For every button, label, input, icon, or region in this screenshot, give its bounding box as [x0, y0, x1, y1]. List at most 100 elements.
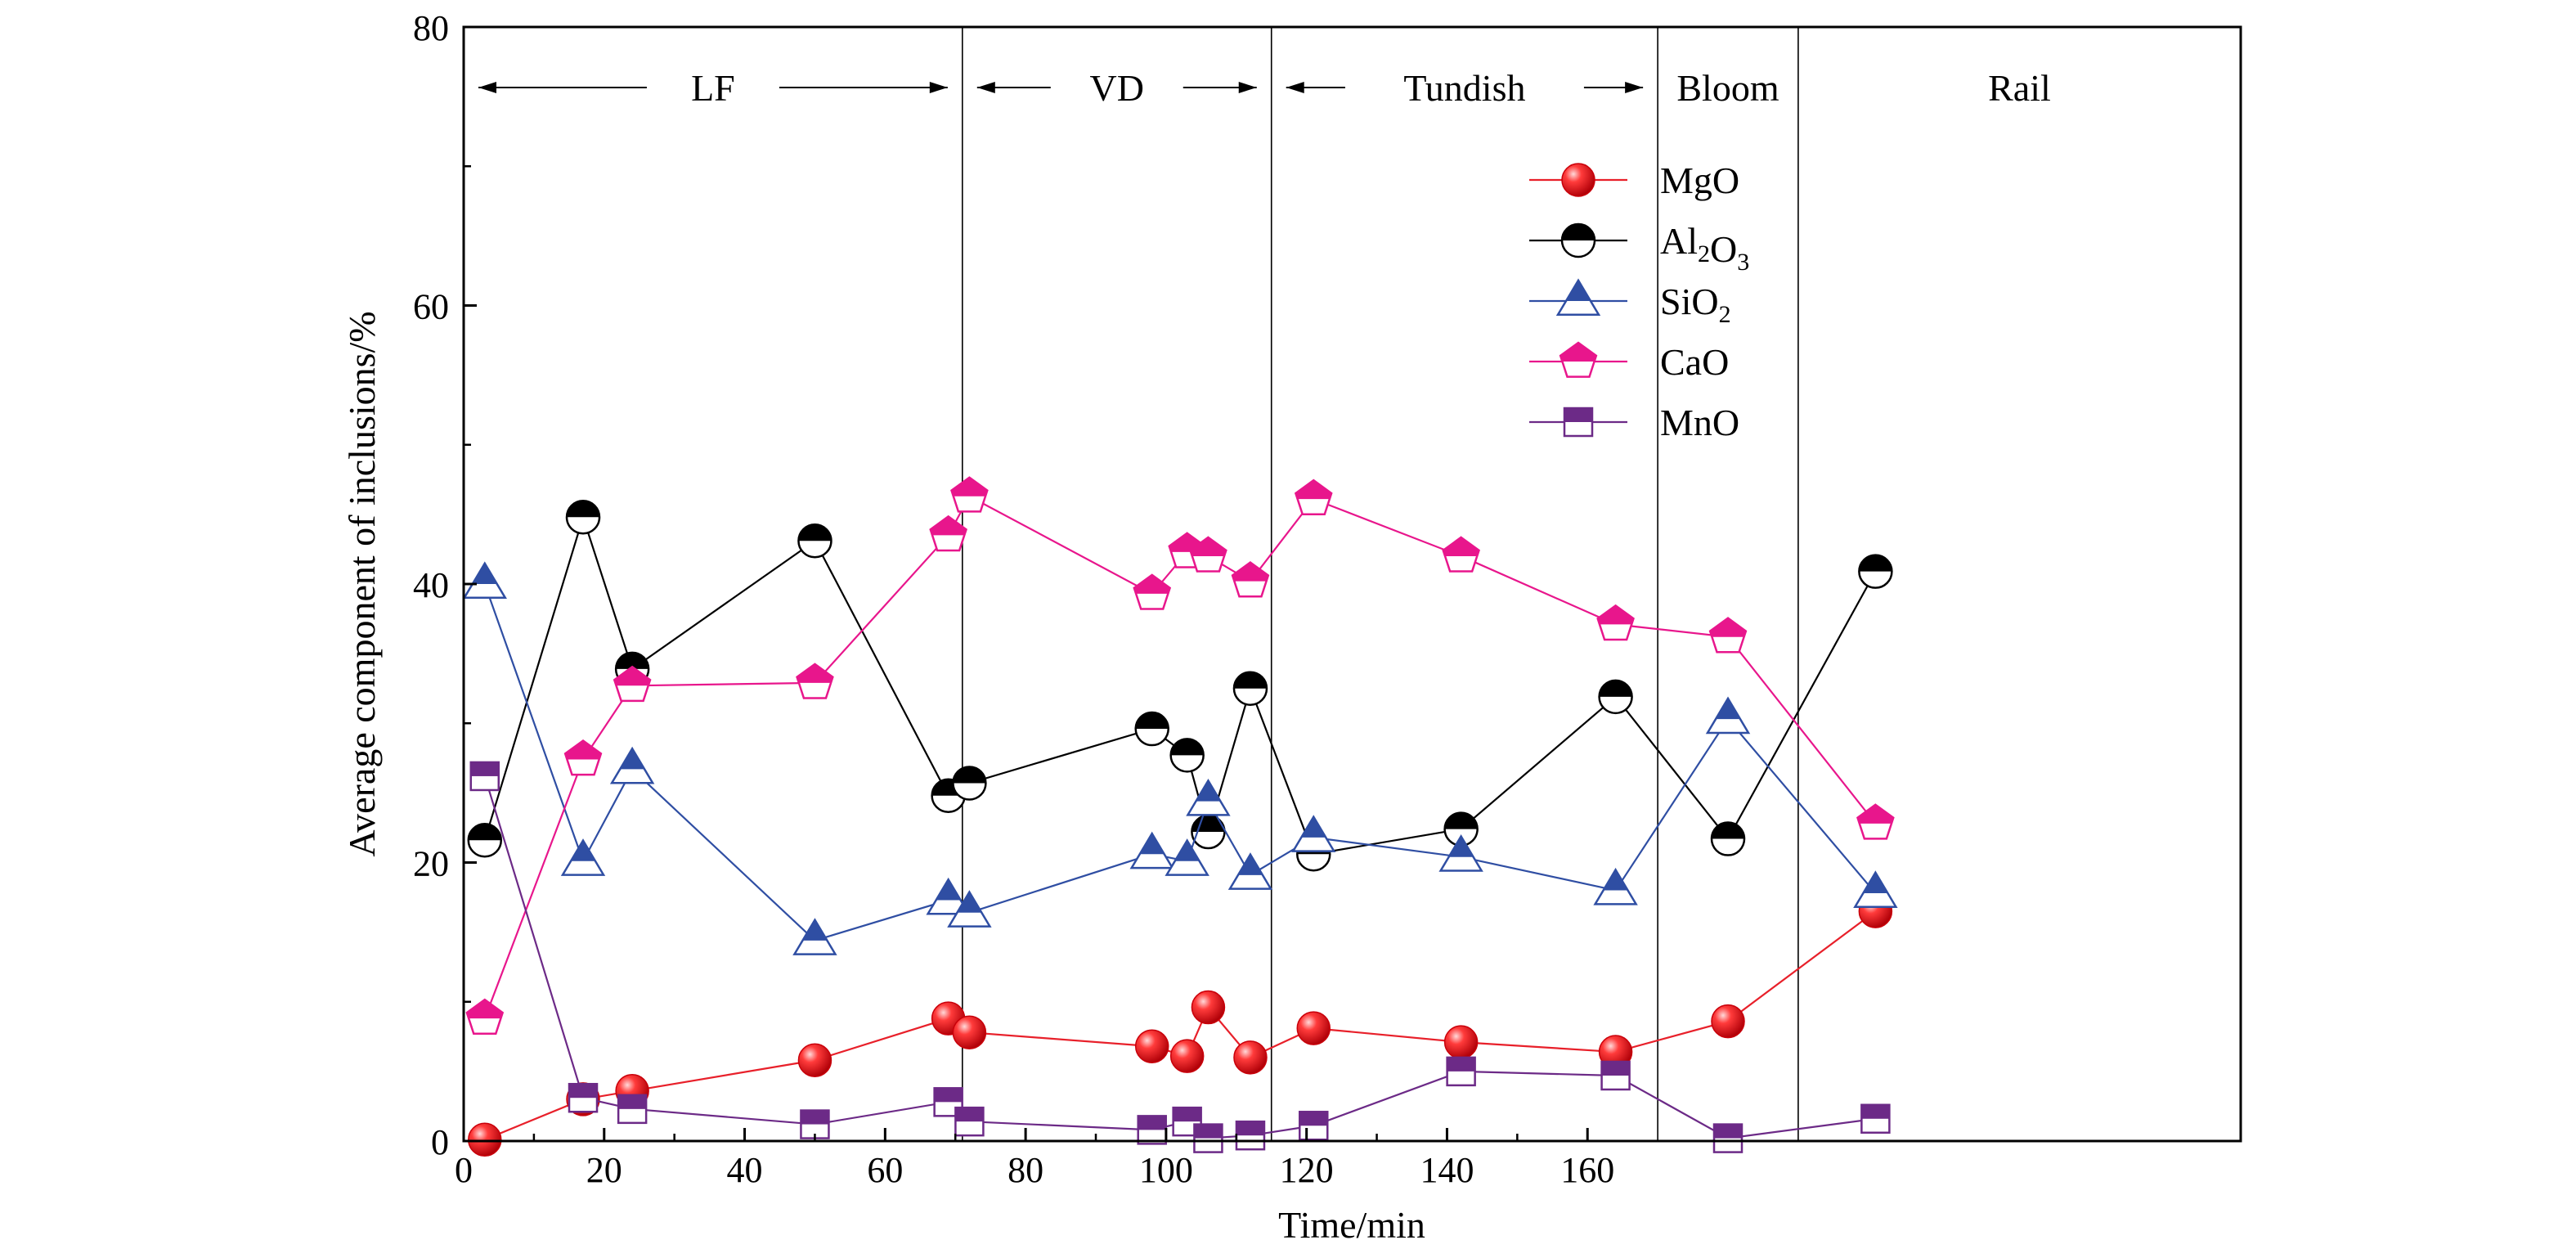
x-tick-label: 60 [867, 1150, 903, 1190]
data-point-sio2 [1853, 870, 1898, 909]
data-point-cao [1294, 478, 1333, 516]
data-point-mno [1600, 1060, 1631, 1091]
data-point-cao [1189, 536, 1227, 573]
data-point-cao [950, 476, 989, 513]
x-tick-label: 100 [1139, 1150, 1193, 1190]
data-point-al2o3 [952, 766, 987, 801]
data-point-mno [1446, 1056, 1476, 1087]
data-point-cao [1442, 536, 1480, 573]
data-point-sio2 [462, 561, 507, 600]
data-point-mgo [468, 1122, 502, 1157]
data-point-al2o3 [1134, 711, 1169, 747]
legend-marker-mgo [1561, 163, 1595, 197]
data-point-al2o3 [1443, 811, 1479, 847]
stage-arrowhead [1238, 82, 1257, 93]
data-point-mgo [1134, 1029, 1169, 1063]
stage-arrowhead [478, 82, 496, 93]
data-point-sio2 [1165, 838, 1209, 876]
x-tick-label: 160 [1560, 1150, 1614, 1190]
stage-label-bloom: Bloom [1676, 67, 1779, 109]
data-point-mgo [1233, 1040, 1268, 1075]
x-tick-label: 0 [455, 1150, 473, 1190]
data-point-mno [1299, 1111, 1329, 1141]
data-point-mgo [1443, 1025, 1479, 1059]
series-sio2 [462, 561, 1898, 955]
legend-label-mgo: MgO [1660, 159, 1739, 201]
data-point-cao [563, 739, 603, 776]
data-point-cao [929, 514, 967, 552]
data-point-sio2 [1227, 852, 1273, 890]
data-point-sio2 [1291, 815, 1336, 852]
data-point-sio2 [792, 918, 837, 955]
stage-arrowhead [929, 82, 948, 93]
data-point-cao [1596, 604, 1635, 641]
data-point-mno [1712, 1123, 1744, 1153]
data-point-al2o3 [797, 523, 832, 559]
data-point-mgo [1711, 1004, 1745, 1039]
data-point-cao [796, 663, 834, 699]
stage-label-tundish: Tundish [1403, 67, 1525, 109]
data-point-cao [465, 998, 505, 1036]
data-point-sio2 [947, 890, 992, 928]
data-point-mno [800, 1109, 830, 1139]
data-point-cao [1231, 561, 1270, 598]
y-axis-label: Average component of inclusions/% [341, 311, 383, 856]
data-point-sio2 [1705, 696, 1751, 735]
legend-marker-sio2 [1555, 278, 1601, 317]
data-point-mgo [1191, 990, 1226, 1025]
data-point-sio2 [560, 838, 606, 876]
data-point-al2o3 [467, 823, 503, 858]
data-point-al2o3 [1232, 671, 1268, 706]
data-point-sio2 [1129, 831, 1174, 869]
data-point-sio2 [1593, 867, 1638, 905]
data-point-mno [1137, 1115, 1167, 1145]
x-tick-label: 40 [727, 1150, 763, 1190]
data-point-al2o3 [1710, 821, 1746, 856]
data-point-cao [1856, 803, 1895, 840]
data-point-cao [1133, 573, 1172, 610]
legend-marker-cao [1559, 341, 1598, 378]
data-point-mgo [797, 1043, 832, 1078]
legend-label-mno: MnO [1660, 402, 1739, 443]
data-point-mno [1235, 1120, 1266, 1151]
data-point-cao [613, 665, 652, 703]
data-point-mno [617, 1094, 648, 1125]
y-tick-label: 80 [413, 8, 449, 48]
stage-arrowhead [1625, 82, 1644, 93]
legend-label-cao: CaO [1660, 341, 1729, 383]
data-point-al2o3 [1858, 554, 1893, 589]
x-axis-label: Time/min [1278, 1204, 1425, 1246]
y-tick-label: 60 [413, 287, 449, 327]
stage-label-vd: VD [1090, 67, 1144, 109]
series-cao [465, 476, 1895, 1036]
legend: MgO Al2O3 SiO2 CaO MnO [1529, 159, 1749, 443]
legend-marker-mno [1563, 407, 1594, 438]
stage-label-rail: Rail [1988, 67, 2051, 109]
x-tick-label: 20 [586, 1150, 622, 1190]
data-point-mgo [1169, 1039, 1205, 1073]
x-tick-label: 120 [1280, 1150, 1334, 1190]
data-point-mno [954, 1106, 985, 1137]
stage-arrowhead [976, 82, 995, 93]
y-tick-label: 40 [413, 565, 449, 605]
data-point-mno [568, 1082, 599, 1113]
data-point-sio2 [1438, 834, 1483, 872]
y-tick-label: 20 [413, 844, 449, 884]
y-tick-label: 0 [431, 1122, 449, 1162]
data-point-sio2 [1186, 778, 1231, 816]
data-point-cao [1708, 617, 1748, 654]
data-point-sio2 [609, 746, 655, 784]
stage-annotations: LF VD Tundish Bloom Rail [478, 27, 2051, 1141]
data-point-mgo [952, 1015, 987, 1049]
data-point-mno [1860, 1103, 1891, 1134]
data-point-al2o3 [565, 500, 601, 535]
legend-marker-al2o3 [1560, 222, 1596, 258]
data-point-mno [1193, 1123, 1223, 1153]
axes-ticks: 0 20 40 60 80 100 120 140 160 0 20 40 60 80 [413, 8, 1614, 1190]
data-point-sio2 [926, 877, 971, 915]
data-point-mgo [1296, 1011, 1331, 1045]
data-point-al2o3 [1169, 738, 1205, 773]
data-series [462, 476, 1898, 1157]
